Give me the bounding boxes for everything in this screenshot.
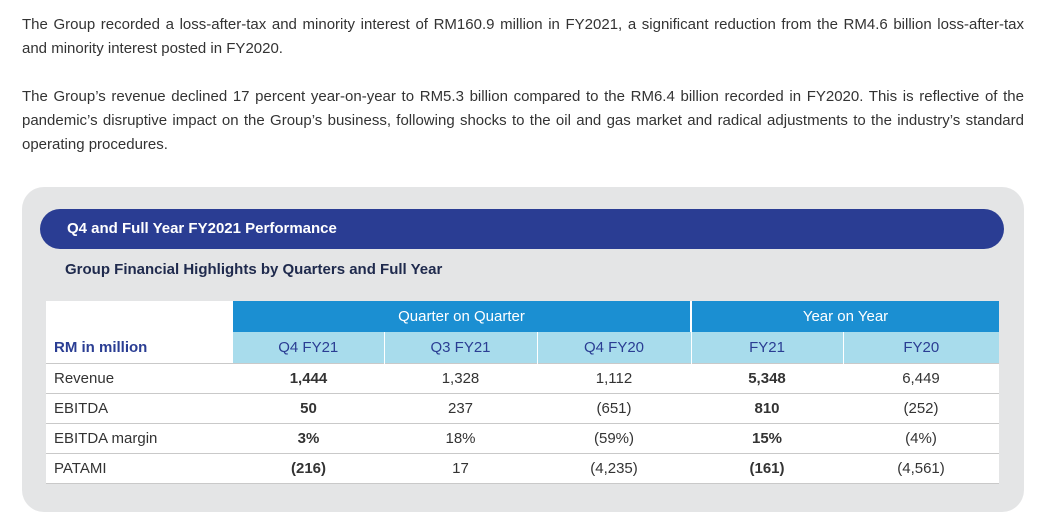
table-cell: 5,348 <box>691 362 843 393</box>
group-header-year: Year on Year <box>691 301 999 332</box>
table-row: EBITDA 50 237 (651) 810 (252) <box>46 392 999 423</box>
row-label: Revenue <box>46 362 233 393</box>
panel-banner-title: Q4 and Full Year FY2021 Performance <box>40 209 1004 249</box>
table-corner-blank <box>46 301 233 332</box>
column-header-q3fy21: Q3 FY21 <box>383 332 537 363</box>
column-header-fy21: FY21 <box>690 332 843 363</box>
financial-highlights-table: Quarter on Quarter Year on Year RM in mi… <box>46 301 999 484</box>
table-cell: 18% <box>384 422 537 453</box>
table-row: Revenue 1,444 1,328 1,112 5,348 6,449 <box>46 362 999 393</box>
column-header-fy20: FY20 <box>842 332 999 363</box>
table-cell: 1,444 <box>233 362 384 393</box>
table-cell: (4%) <box>843 422 999 453</box>
intro-paragraph-revenue: The Group’s revenue declined 17 percent … <box>22 88 1024 153</box>
intro-paragraph-loss: The Group recorded a loss-after-tax and … <box>22 16 1024 57</box>
table-cell: (252) <box>843 392 999 423</box>
table-cell: (59%) <box>537 422 691 453</box>
table-cell: 6,449 <box>843 362 999 393</box>
table-cell: 237 <box>384 392 537 423</box>
panel-subtitle: Group Financial Highlights by Quarters a… <box>65 261 443 278</box>
table-cell: 50 <box>233 392 384 423</box>
table-cell: 15% <box>691 422 843 453</box>
row-label: EBITDA <box>46 392 233 423</box>
table-row: EBITDA margin 3% 18% (59%) 15% (4%) <box>46 422 999 453</box>
column-header-q4fy21: Q4 FY21 <box>233 332 384 363</box>
table-cell: (161) <box>691 452 843 484</box>
row-label: EBITDA margin <box>46 422 233 453</box>
table-cell: (651) <box>537 392 691 423</box>
table-cell: (4,561) <box>843 452 999 484</box>
row-label: PATAMI <box>46 452 233 484</box>
table-cell: (4,235) <box>537 452 691 484</box>
table-cell: 1,112 <box>537 362 691 393</box>
table-cell: 810 <box>691 392 843 423</box>
table-row: PATAMI (216) 17 (4,235) (161) (4,561) <box>46 452 999 484</box>
group-header-quarter: Quarter on Quarter <box>233 301 692 332</box>
table-cell: (216) <box>233 452 384 484</box>
table-column-header-row: RM in million Q4 FY21 Q3 FY21 Q4 FY20 FY… <box>46 332 999 363</box>
unit-label: RM in million <box>46 332 233 363</box>
table-cell: 17 <box>384 452 537 484</box>
table-cell: 3% <box>233 422 384 453</box>
table-group-header-row: Quarter on Quarter Year on Year <box>46 301 999 332</box>
column-header-q4fy20: Q4 FY20 <box>536 332 691 363</box>
table-cell: 1,328 <box>384 362 537 393</box>
